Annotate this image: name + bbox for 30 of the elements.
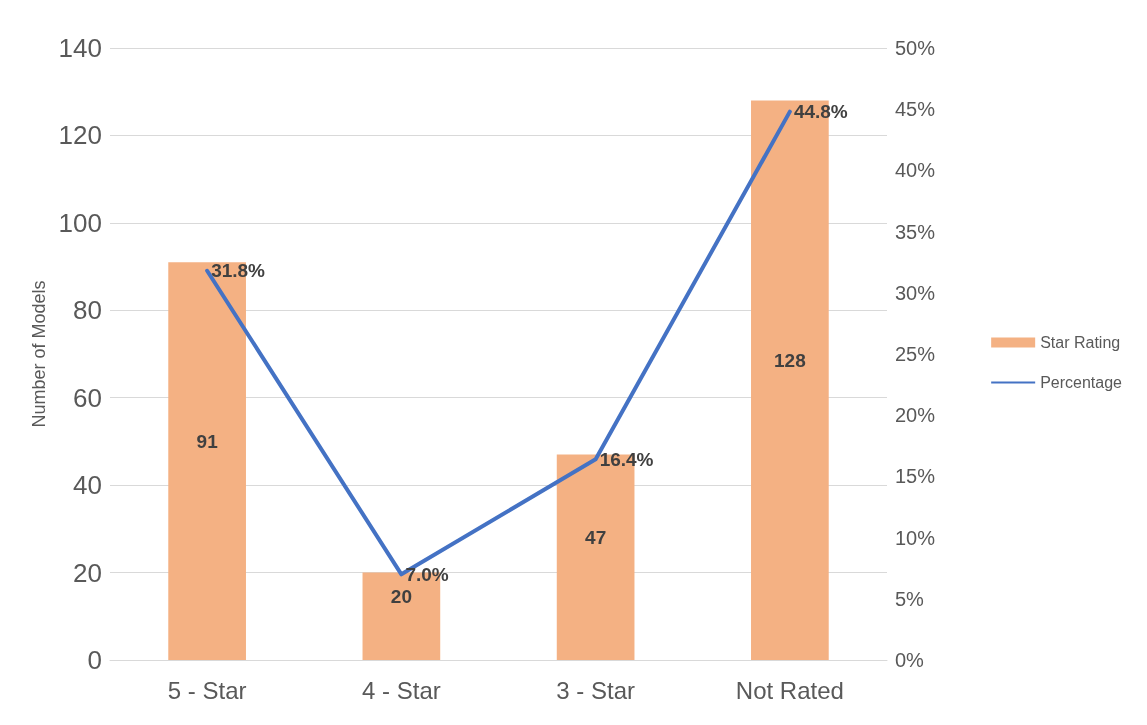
y2-tick-label: 25% <box>895 343 936 365</box>
x-tick-label: 4 - Star <box>362 676 441 704</box>
y-tick-label: 140 <box>58 33 102 63</box>
x-tick-label: 5 - Star <box>167 676 247 704</box>
y-tick-label: 60 <box>73 382 102 413</box>
x-tick-label: Not Rated <box>735 676 844 704</box>
x-tick-label: 3 - Star <box>556 676 635 704</box>
data-label: 20 <box>390 585 412 607</box>
data-label: 91 <box>196 430 219 452</box>
data-label: 128 <box>774 349 806 371</box>
y2-tick-label: 20% <box>895 404 936 427</box>
y2-tick-label: 5% <box>895 587 925 610</box>
y2-tick-label: 50% <box>895 37 936 59</box>
y-tick-label: 120 <box>58 120 102 151</box>
legend-label: Star Rating <box>1040 334 1121 351</box>
y-tick-label: 20 <box>73 557 102 588</box>
legend-label: Percentage <box>1040 374 1123 391</box>
y2-tick-label: 10% <box>895 526 936 549</box>
y-tick-label: 40 <box>73 470 102 501</box>
y2-tick-label: 0% <box>895 649 925 671</box>
y-tick-label: 0 <box>87 645 102 675</box>
y-axis-title: Number of Models <box>28 280 49 428</box>
y2-tick-label: 30% <box>895 281 936 304</box>
y-tick-label: 80 <box>73 295 102 326</box>
y2-tick-label: 40% <box>895 159 936 182</box>
y2-tick-label: 45% <box>895 98 936 121</box>
y2-tick-label: 35% <box>895 220 936 243</box>
data-label: 47 <box>585 526 607 548</box>
y2-tick-label: 15% <box>895 465 936 488</box>
y-tick-label: 100 <box>58 207 102 238</box>
